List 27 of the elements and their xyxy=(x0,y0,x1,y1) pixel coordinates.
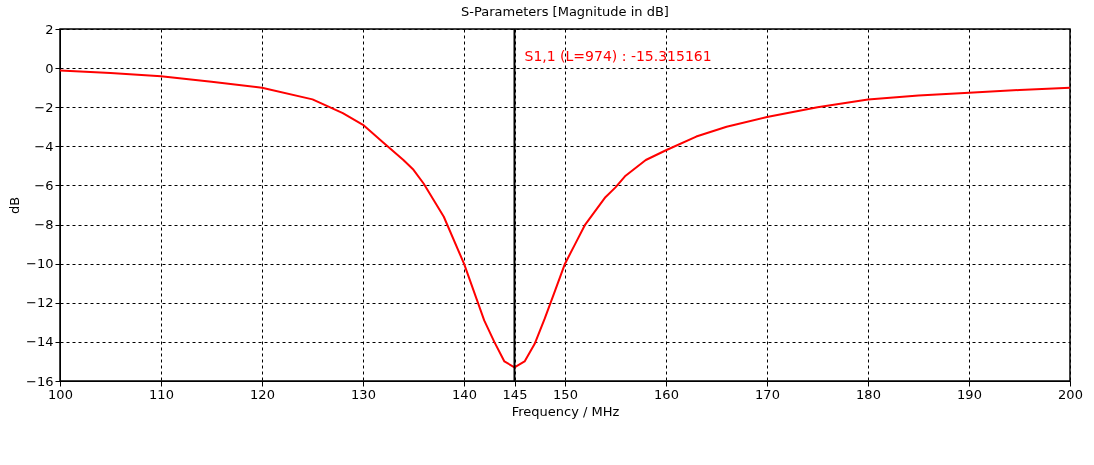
x-tick-label: 160 xyxy=(654,386,679,402)
x-tick-label: 150 xyxy=(553,386,578,402)
y-tick-label: −8 xyxy=(34,217,54,233)
annotation: S1,1 (L=974) : -15.315161 xyxy=(524,48,712,65)
y-tick-label: 0 xyxy=(45,60,54,76)
x-tick-label: 120 xyxy=(250,386,275,402)
chart-title: S-Parameters [Magnitude in dB] xyxy=(461,4,669,19)
line-series xyxy=(59,69,1071,369)
x-tick-label: 200 xyxy=(1058,386,1083,402)
y-tick-label: −10 xyxy=(26,256,54,272)
y-tick-label: −4 xyxy=(34,138,54,154)
y-tick-label: −2 xyxy=(34,99,54,115)
y-tick-label: −16 xyxy=(26,373,54,389)
x-tick-label: 130 xyxy=(351,386,376,402)
x-tick-label: 180 xyxy=(856,386,881,402)
y-tick-label: −6 xyxy=(34,177,54,193)
x-tick-label: 170 xyxy=(755,386,780,402)
x-tick-label: 145 xyxy=(502,386,528,402)
x-tick-label: 100 xyxy=(48,386,73,402)
y-axis-title: dB xyxy=(7,196,23,215)
y-tick-label: −12 xyxy=(26,295,54,311)
y-tick-label: 2 xyxy=(45,21,54,37)
y-tick-label: −14 xyxy=(26,334,54,350)
x-tick-label: 190 xyxy=(957,386,982,402)
x-tick-label: 110 xyxy=(149,386,174,402)
x-tick-label: 140 xyxy=(452,386,477,402)
x-axis-title: Frequency / MHz xyxy=(511,403,620,419)
